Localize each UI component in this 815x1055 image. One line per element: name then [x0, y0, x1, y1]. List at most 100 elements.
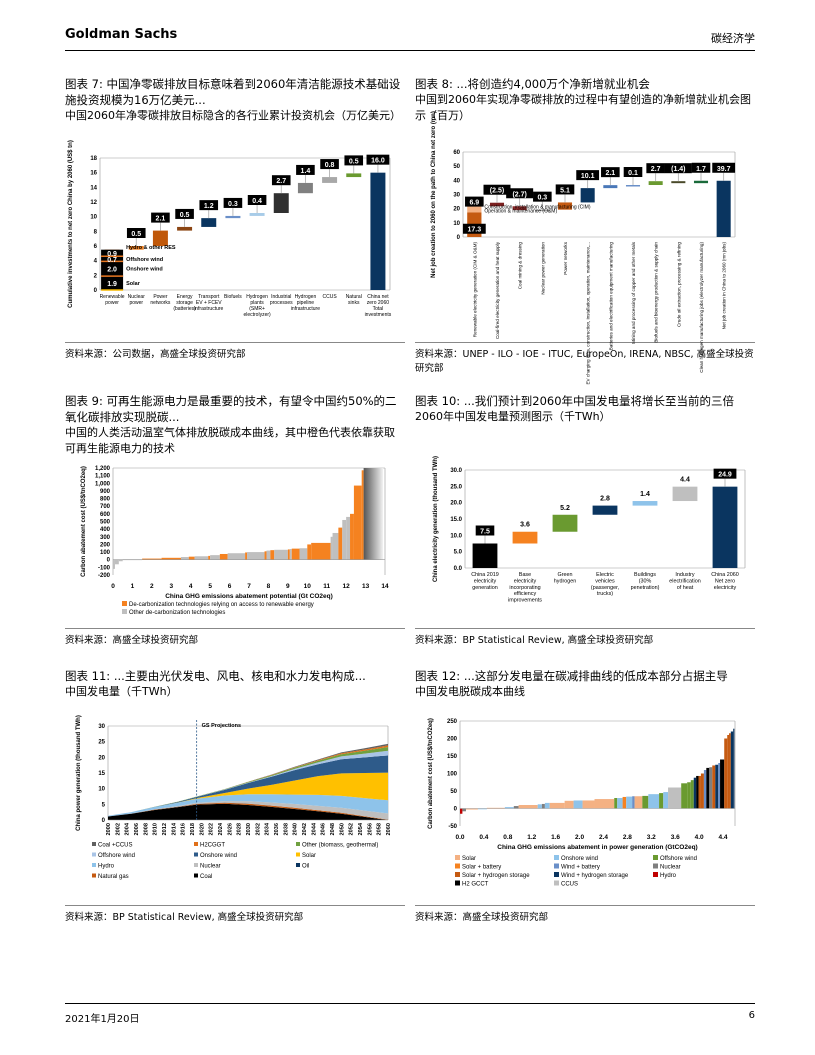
fig10-label-box — [713, 468, 737, 479]
fig8-data-label: (2.5) — [490, 188, 504, 195]
fig12-legend-label: Nuclear — [660, 865, 681, 871]
fig12-legend-swatch — [455, 855, 460, 860]
fig7-xtick: Renewable — [100, 294, 125, 300]
fig7-data-label: 0.5 — [131, 231, 141, 238]
fig11-area-nuclear — [108, 801, 388, 820]
fig11-legend-label: H2CGGT — [200, 843, 225, 849]
fig7-renewable-segment — [101, 276, 124, 290]
fig9-xtick: 2 — [150, 583, 154, 590]
fig12-cost-bar — [718, 763, 721, 809]
fig11-legend-swatch — [92, 873, 96, 878]
fig9-ytick: 800 — [100, 497, 111, 503]
fig10-bar — [712, 486, 738, 568]
figure-8-title: 图表 8: ...将创造约4,000万个净新增就业机会 中国到2060年实现净零碳… — [415, 77, 751, 122]
fig12-legend-label: Solar + battery — [462, 865, 501, 871]
fig11-ytick: 25 — [98, 740, 105, 746]
fig12-cost-bar — [706, 767, 710, 809]
fig12-cost-bar — [462, 808, 466, 812]
fig9-ytick: -200 — [98, 573, 111, 579]
fig12-cost-bar — [729, 733, 731, 809]
fig10-data-label: 2.8 — [600, 496, 610, 503]
fig9-cost-bar — [311, 542, 331, 560]
fig9-ytick: 600 — [100, 512, 111, 518]
fig7-ytick: 2 — [94, 273, 98, 279]
fig8-bar — [671, 181, 686, 184]
fig7-segment-name: Offshore wind — [126, 257, 163, 263]
fig7-data-label: 1.2 — [204, 203, 214, 210]
fig12-legend-label: CCUS — [561, 882, 578, 888]
fig7-xtick: Total — [373, 306, 384, 312]
fig7-bar — [177, 226, 193, 231]
fig7-label-box — [223, 197, 243, 208]
fig11-xtick: 2002 — [115, 823, 121, 835]
fig8-segment-name: Operation & maintenance (O&M) — [484, 209, 557, 215]
fig8-data-label: (1.4) — [671, 166, 685, 173]
fig9-xtick: 4 — [189, 583, 193, 590]
fig9-cost-bar — [350, 513, 354, 560]
fig12-cost-bar — [626, 796, 633, 809]
fig11-ytick: 15 — [98, 771, 105, 777]
fig11-ytick: 10 — [98, 787, 105, 793]
fig9-ytick: 500 — [100, 520, 111, 526]
fig7-xtick: (SMR+ — [249, 306, 265, 312]
fig11-ytick: 0 — [102, 818, 106, 824]
fig7-bar — [346, 173, 362, 178]
figure-11-title: 图表 11: ...主要由光伏发电、风电、核电和水力发电构成... 中国发电量（千… — [65, 669, 366, 698]
fig7-xtick: Industrial — [271, 294, 291, 300]
fig11-legend-label: Nuclear — [200, 864, 221, 870]
fig9-ytick: 900 — [100, 489, 111, 495]
fig8-data-label: 39.7 — [717, 166, 731, 173]
fig7-bar — [273, 193, 289, 213]
fig11-area-offshore-wind — [108, 750, 388, 816]
fig10-data-label: 5.2 — [560, 505, 570, 512]
fig12-ytick: 0 — [454, 807, 458, 813]
fig9-xtick: 7 — [247, 583, 251, 590]
fig8-xtick: Clean hydrogen manufacturing jobs (elect… — [699, 242, 704, 373]
fig9-cost-bar — [161, 557, 181, 560]
fig9-ytick: -100 — [98, 565, 111, 571]
fig7-label-box — [151, 212, 170, 223]
fig12-legend-label: Solar — [462, 856, 476, 862]
fig11-legend-swatch — [194, 842, 198, 846]
fig8-data-label: 0.3 — [537, 195, 547, 202]
fig7-xtick: plants — [250, 300, 264, 306]
fig12-cost-bar — [703, 770, 707, 809]
fig8-label-box — [691, 162, 711, 173]
fig8-xtick: Net job creation in China to 2060 (mn jo… — [722, 242, 727, 330]
fig12-xtick: 0.4 — [479, 834, 488, 841]
divider — [65, 342, 405, 343]
fig12-xtick: 1.2 — [527, 834, 536, 841]
fig9-ytick: 100 — [100, 550, 111, 556]
fig12-ylabel: Carbon abatement cost (US$/tnCO2eq) — [428, 718, 434, 829]
fig7-xtick: processes — [270, 300, 293, 306]
fig10-xtick: hydrogen — [554, 578, 576, 584]
fig7-xtick: Transport — [198, 294, 220, 300]
fig12-cost-bar — [460, 808, 463, 814]
fig7-xtick: investments — [365, 312, 392, 318]
fig7-ytick: 4 — [94, 259, 98, 265]
fig9-ytick: 1,000 — [95, 481, 111, 487]
fig7-bar — [128, 246, 144, 250]
fig10-xtick: Electric — [596, 572, 614, 578]
fig9-cost-bar — [270, 550, 275, 560]
fig10-ylabel: China electricity generation (thousand T… — [433, 456, 439, 582]
fig11-ylabel: China power generation (thousand TWh) — [76, 715, 82, 831]
fig7-data-label: 1.4 — [301, 168, 311, 175]
fig9-xtick: 9 — [286, 583, 290, 590]
fig11-xtick: 2010 — [153, 823, 159, 835]
fig7-data-label: 0.8 — [325, 162, 335, 169]
fig7-ytick: 8 — [94, 229, 98, 235]
fig12-cost-bar — [687, 782, 691, 809]
fig11-area-natural-gas — [108, 802, 388, 820]
fig11-xtick: 2012 — [162, 823, 168, 835]
fig11-xtick: 2036 — [274, 823, 280, 835]
fig10-xtick: (passenger, — [591, 585, 620, 591]
fig10-xtick: efficiency — [514, 591, 537, 597]
fig12-legend-swatch — [455, 872, 460, 877]
fig12-legend-label: Wind + battery — [561, 865, 600, 871]
fig12-cost-bar — [564, 800, 574, 809]
fig9-xtick: 11 — [323, 583, 330, 590]
figure-12-title: 图表 12: ...这部分发电量在碳减排曲线的低成本部分占据主导 中国发电脱碳成本… — [415, 669, 728, 698]
fig12-cost-bar — [594, 799, 615, 809]
fig7-ytick: 10 — [90, 215, 97, 221]
